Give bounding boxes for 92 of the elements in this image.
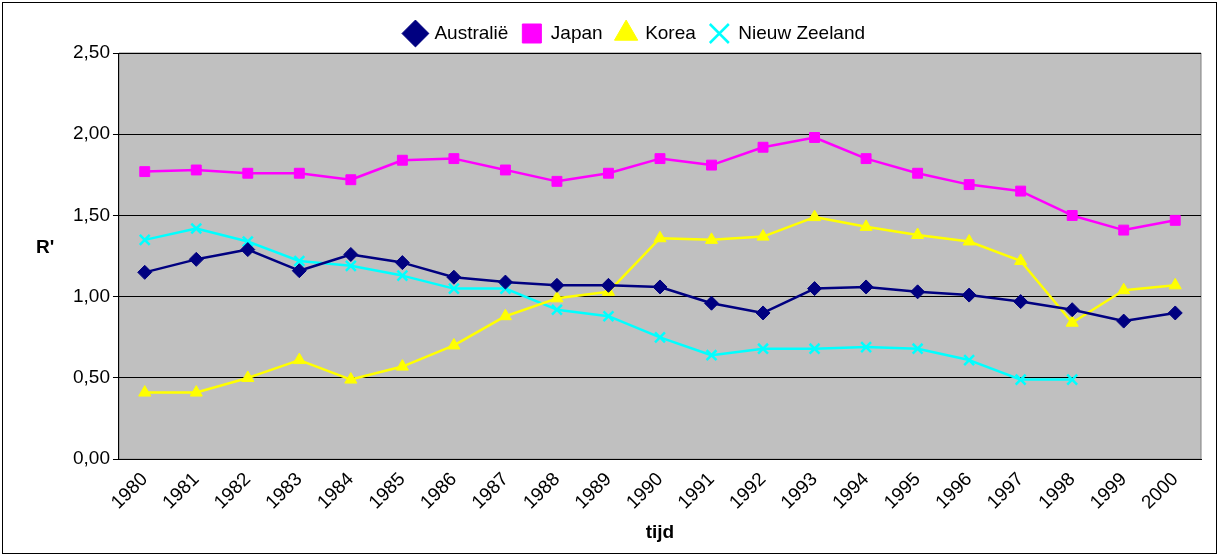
point xyxy=(396,269,409,282)
point xyxy=(1065,315,1079,327)
legend-label: Korea xyxy=(645,21,697,43)
point xyxy=(447,282,461,295)
y-tick-label: 1,00 xyxy=(73,284,110,306)
x-axis-title: tijd xyxy=(645,520,675,542)
point xyxy=(963,179,975,191)
point xyxy=(961,287,977,303)
point xyxy=(241,370,255,382)
point xyxy=(549,277,565,293)
point xyxy=(189,385,203,397)
point xyxy=(344,372,358,384)
point xyxy=(343,246,359,262)
point xyxy=(807,281,823,297)
point xyxy=(139,166,151,178)
point xyxy=(447,337,461,350)
point xyxy=(498,308,512,321)
point xyxy=(394,255,410,271)
point xyxy=(910,284,926,300)
y-tick-label: 2,00 xyxy=(73,122,110,144)
point xyxy=(499,164,511,176)
point xyxy=(1169,214,1181,226)
point xyxy=(1014,253,1028,265)
point xyxy=(962,233,976,246)
point xyxy=(1118,224,1130,236)
point xyxy=(756,342,770,355)
point xyxy=(291,263,307,279)
point xyxy=(912,167,924,179)
point xyxy=(241,235,254,248)
point xyxy=(859,219,873,231)
point xyxy=(1066,210,1078,221)
point xyxy=(1117,282,1131,295)
point xyxy=(396,154,408,166)
point xyxy=(603,167,614,179)
point xyxy=(550,290,564,303)
point xyxy=(706,159,717,171)
point xyxy=(1064,302,1080,318)
legend-label: Australië xyxy=(434,21,509,43)
point xyxy=(1065,373,1079,386)
point xyxy=(704,295,720,311)
legend-label: Japan xyxy=(550,21,603,43)
point xyxy=(600,277,616,293)
point xyxy=(653,331,667,344)
point xyxy=(860,153,872,165)
legend-label: Nieuw Zeeland xyxy=(738,21,866,43)
point xyxy=(344,259,358,273)
y-tick-label: 0,00 xyxy=(73,447,110,469)
point xyxy=(859,340,873,354)
point xyxy=(551,175,563,187)
point xyxy=(911,227,925,239)
point xyxy=(602,310,615,323)
point xyxy=(962,353,976,367)
point xyxy=(138,233,151,247)
point xyxy=(190,164,202,176)
point xyxy=(757,141,769,153)
point xyxy=(138,385,152,397)
point xyxy=(704,232,719,244)
point xyxy=(652,279,668,295)
point xyxy=(345,174,357,186)
point xyxy=(1116,313,1132,329)
y-tick-label: 2,50 xyxy=(73,41,110,63)
point xyxy=(1167,305,1183,321)
point xyxy=(395,359,409,371)
point xyxy=(240,242,256,258)
point xyxy=(808,342,821,355)
point xyxy=(448,153,460,165)
point xyxy=(756,229,770,241)
point xyxy=(654,153,666,165)
point xyxy=(190,222,203,235)
point xyxy=(292,352,306,365)
point xyxy=(188,251,204,267)
point xyxy=(446,269,462,285)
point xyxy=(653,230,667,243)
y-axis-title: R' xyxy=(36,236,55,258)
point xyxy=(911,342,924,355)
point xyxy=(1168,277,1182,290)
point xyxy=(137,264,153,280)
point xyxy=(1014,373,1027,386)
y-tick-label: 0,50 xyxy=(73,366,110,388)
point xyxy=(1013,294,1029,310)
point xyxy=(293,254,306,268)
point xyxy=(242,167,254,179)
point xyxy=(497,274,513,290)
point xyxy=(858,279,874,295)
point xyxy=(550,303,564,316)
point xyxy=(293,167,305,179)
point xyxy=(808,209,822,222)
point xyxy=(809,132,821,143)
point xyxy=(705,349,718,362)
y-tick-label: 1,50 xyxy=(73,203,110,225)
point xyxy=(1015,185,1027,197)
point xyxy=(755,305,771,321)
